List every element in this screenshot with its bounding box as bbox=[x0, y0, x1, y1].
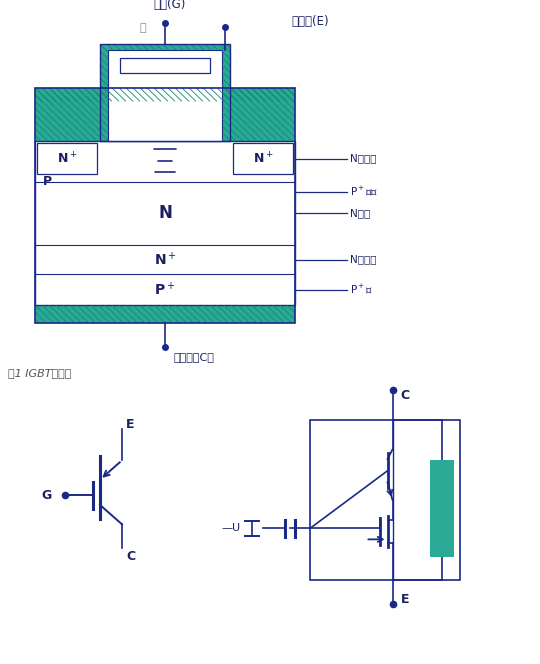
Text: E: E bbox=[401, 592, 409, 606]
Bar bbox=[108, 50, 222, 141]
Text: P$^+$层: P$^+$层 bbox=[350, 283, 373, 296]
Bar bbox=[35, 88, 295, 323]
Text: N$^+$: N$^+$ bbox=[154, 251, 177, 268]
Text: —: — bbox=[222, 523, 233, 533]
Text: 门极(G): 门极(G) bbox=[154, 0, 186, 11]
Text: P$^+$: P$^+$ bbox=[154, 281, 176, 298]
Bar bbox=[100, 44, 230, 141]
Bar bbox=[430, 460, 454, 557]
Text: N缓冲区: N缓冲区 bbox=[350, 254, 376, 264]
Bar bbox=[233, 143, 293, 174]
Bar bbox=[310, 420, 460, 580]
Bar bbox=[35, 88, 100, 141]
Bar bbox=[37, 143, 97, 174]
Bar bbox=[100, 44, 230, 141]
Text: G: G bbox=[42, 489, 52, 502]
Text: C: C bbox=[401, 389, 410, 402]
Bar bbox=[35, 305, 295, 323]
Bar bbox=[35, 88, 295, 102]
Bar bbox=[230, 88, 295, 141]
Text: N基极: N基极 bbox=[350, 208, 370, 218]
Text: 图1 IGBT结构图: 图1 IGBT结构图 bbox=[8, 368, 71, 378]
Text: ✋: ✋ bbox=[140, 23, 146, 33]
Bar bbox=[120, 58, 210, 73]
Text: 集电极（C）: 集电极（C） bbox=[173, 352, 214, 362]
Text: P: P bbox=[43, 175, 52, 189]
Text: 发射极(E): 发射极(E) bbox=[291, 15, 329, 29]
Text: E: E bbox=[126, 418, 134, 431]
Text: U: U bbox=[232, 523, 240, 533]
Text: N$^+$: N$^+$ bbox=[57, 151, 77, 166]
Text: C: C bbox=[126, 550, 135, 562]
Text: N发射极: N发射极 bbox=[350, 153, 376, 163]
Text: N$^+$: N$^+$ bbox=[253, 151, 273, 166]
Bar bbox=[35, 141, 295, 305]
Text: P$^+$基极: P$^+$基极 bbox=[350, 185, 378, 198]
Text: N: N bbox=[158, 205, 172, 222]
